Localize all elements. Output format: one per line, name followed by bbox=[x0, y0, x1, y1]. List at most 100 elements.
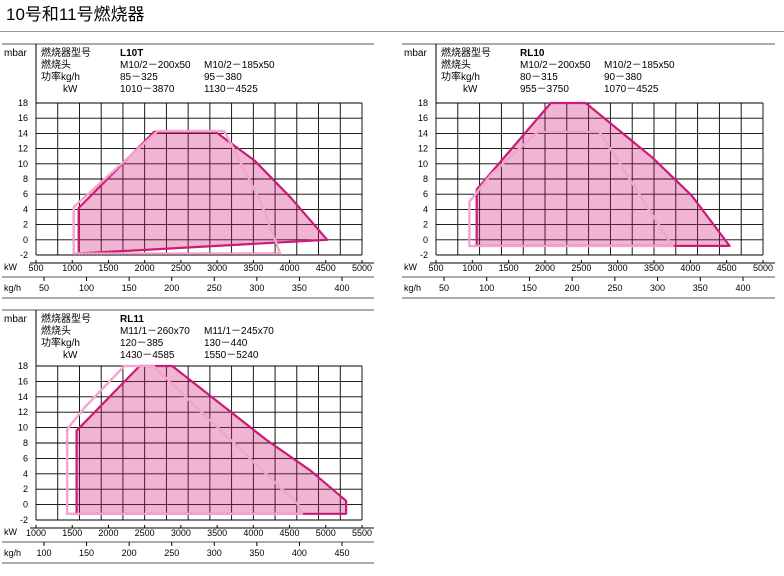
spec-value: 85－325 bbox=[120, 72, 158, 83]
spec-value: M11/1－260x70 bbox=[120, 326, 190, 337]
kgh-tick-label: 150 bbox=[122, 283, 137, 293]
kgh-tick-label: 150 bbox=[79, 548, 94, 558]
kgh-tick-label: 250 bbox=[164, 548, 179, 558]
spec-value: 80－315 bbox=[520, 72, 558, 83]
working-range-dotted bbox=[468, 130, 675, 248]
kw-tick-label: 5000 bbox=[316, 528, 336, 538]
kgh-tick-label: 250 bbox=[207, 283, 222, 293]
kw-tick-label: 500 bbox=[28, 263, 43, 273]
kw-tick-label: 2500 bbox=[171, 263, 191, 273]
y-axis-unit: mbar bbox=[4, 314, 27, 325]
kgh-tick-label: 200 bbox=[565, 283, 580, 293]
kw-tick-label: 2000 bbox=[98, 528, 118, 538]
kgh-tick-label: 100 bbox=[79, 283, 94, 293]
kgh-tick-label: 400 bbox=[334, 283, 349, 293]
kw-tick-label: 3500 bbox=[243, 263, 263, 273]
kgh-tick-label: 50 bbox=[39, 283, 49, 293]
y-tick-label: 6 bbox=[23, 189, 28, 199]
kgh-tick-label: 450 bbox=[334, 548, 349, 558]
kw-tick-label: 4500 bbox=[316, 263, 336, 273]
kw-tick-label: 4000 bbox=[680, 263, 700, 273]
spec-label: 功率kg/h bbox=[41, 336, 80, 349]
kw-tick-label: 500 bbox=[428, 263, 443, 273]
kw-tick-label: 3000 bbox=[207, 263, 227, 273]
y-tick-label: 16 bbox=[418, 113, 428, 123]
spec-value: M11/1－245x70 bbox=[204, 326, 274, 337]
burner-model: RL11 bbox=[120, 314, 144, 325]
kgh-tick-label: 150 bbox=[522, 283, 537, 293]
y-tick-label: 18 bbox=[18, 98, 28, 108]
y-tick-label: 14 bbox=[418, 128, 428, 138]
y-tick-label: 10 bbox=[18, 423, 28, 433]
spec-label: kW bbox=[63, 84, 78, 95]
burner-model: L10T bbox=[120, 48, 143, 59]
kgh-tick-label: 400 bbox=[735, 283, 750, 293]
spec-value: 90－380 bbox=[604, 72, 642, 83]
y-tick-label: 14 bbox=[18, 392, 28, 402]
kw-tick-label: 1000 bbox=[462, 263, 482, 273]
working-range-solid bbox=[75, 364, 348, 515]
y-tick-label: 10 bbox=[418, 159, 428, 169]
y-tick-label: 4 bbox=[23, 469, 28, 479]
kw-tick-label: 4000 bbox=[243, 528, 263, 538]
kgh-tick-label: 300 bbox=[650, 283, 665, 293]
kw-axis-unit: kW bbox=[4, 262, 18, 272]
y-tick-label: 12 bbox=[418, 144, 428, 154]
y-tick-label: -2 bbox=[420, 250, 428, 260]
kw-tick-label: 2500 bbox=[135, 528, 155, 538]
kw-tick-label: 1500 bbox=[62, 528, 82, 538]
kw-tick-label: 2000 bbox=[135, 263, 155, 273]
kw-axis-unit: kW bbox=[4, 527, 18, 537]
spec-value: M10/2－185x50 bbox=[604, 60, 675, 71]
y-tick-label: 2 bbox=[23, 484, 28, 494]
kgh-tick-label: 50 bbox=[439, 283, 449, 293]
spec-label: 燃烧头 bbox=[441, 58, 471, 71]
kgh-tick-label: 400 bbox=[292, 548, 307, 558]
spec-label: 燃烧头 bbox=[41, 324, 71, 337]
spec-value: 1010－3870 bbox=[120, 84, 175, 95]
kw-tick-label: 5000 bbox=[753, 263, 773, 273]
kgh-tick-label: 300 bbox=[207, 548, 222, 558]
kw-tick-label: 2000 bbox=[535, 263, 555, 273]
y-tick-label: 14 bbox=[18, 128, 28, 138]
y-axis-unit: mbar bbox=[404, 48, 427, 59]
spec-value: 1130－4525 bbox=[204, 84, 258, 95]
y-tick-label: 2 bbox=[423, 220, 428, 230]
spec-value: 120－385 bbox=[120, 338, 164, 349]
y-tick-label: 0 bbox=[23, 500, 28, 510]
spec-label: 功率kg/h bbox=[41, 70, 80, 83]
kgh-axis-unit: kg/h bbox=[4, 548, 21, 558]
kgh-axis-unit: kg/h bbox=[404, 283, 421, 293]
working-range-solid bbox=[77, 130, 329, 255]
y-tick-label: 0 bbox=[423, 235, 428, 245]
kgh-tick-label: 350 bbox=[693, 283, 708, 293]
y-tick-label: 0 bbox=[23, 235, 28, 245]
y-tick-label: 4 bbox=[423, 204, 428, 214]
spec-value: M10/2－200x50 bbox=[120, 60, 191, 71]
kw-tick-label: 1500 bbox=[98, 263, 118, 273]
spec-label: 燃烧器型号 bbox=[41, 46, 91, 59]
y-tick-label: 10 bbox=[18, 159, 28, 169]
spec-label: 功率kg/h bbox=[441, 70, 480, 83]
y-tick-label: 18 bbox=[418, 98, 428, 108]
kw-tick-label: 4000 bbox=[280, 263, 300, 273]
spec-value: 95－380 bbox=[204, 72, 242, 83]
y-tick-label: 6 bbox=[423, 189, 428, 199]
y-tick-label: 8 bbox=[423, 174, 428, 184]
kw-tick-label: 5000 bbox=[352, 263, 372, 273]
spec-label: 燃烧头 bbox=[41, 58, 71, 71]
page-title: 10号和11号燃烧器 bbox=[6, 5, 145, 24]
kw-tick-label: 3500 bbox=[207, 528, 227, 538]
kw-tick-label: 3000 bbox=[171, 528, 191, 538]
y-tick-label: 8 bbox=[23, 438, 28, 448]
kw-tick-label: 1000 bbox=[62, 263, 82, 273]
kgh-tick-label: 100 bbox=[36, 548, 51, 558]
spec-value: M10/2－200x50 bbox=[520, 60, 591, 71]
spec-value: 1550－5240 bbox=[204, 350, 259, 361]
kgh-tick-label: 350 bbox=[292, 283, 307, 293]
y-tick-label: 4 bbox=[23, 204, 28, 214]
kw-tick-label: 3500 bbox=[644, 263, 664, 273]
